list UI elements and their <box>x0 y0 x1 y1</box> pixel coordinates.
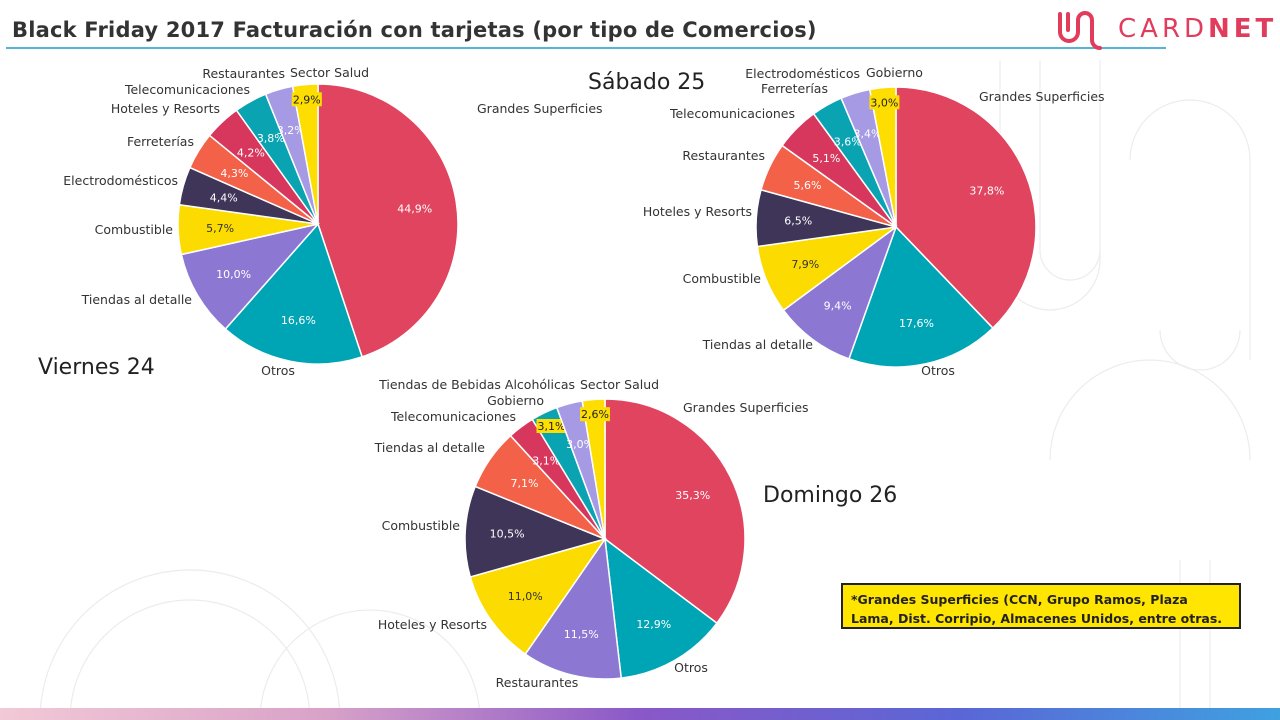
category-label: Hoteles y Resorts <box>378 617 487 632</box>
pie-slice <box>782 224 898 360</box>
data-label: 3,2% <box>277 124 305 137</box>
data-label: 3,0% <box>870 96 898 109</box>
category-label: Sector Salud <box>290 65 369 80</box>
chart-title-viernes: Viernes 24 <box>38 355 155 380</box>
data-label: 6,5% <box>784 215 812 228</box>
category-label: Electrodomésticos <box>63 173 178 188</box>
logo-text-bold: NET <box>1208 14 1278 44</box>
data-label: 17,6% <box>899 317 934 330</box>
category-label: Otros <box>921 363 955 378</box>
category-label: Tiendas de Bebidas Alcohólicas <box>378 377 575 392</box>
data-label-box <box>536 419 567 433</box>
category-label: Telecomunicaciones <box>390 409 516 424</box>
category-label: Combustible <box>683 271 762 286</box>
pie-slice <box>604 537 718 679</box>
category-label: Restaurantes <box>202 66 285 81</box>
data-label: 3,1% <box>532 455 560 468</box>
bottom-gradient-bar <box>0 708 1280 720</box>
pie-slice <box>868 86 897 228</box>
data-label: 3,0% <box>566 438 594 451</box>
data-label: 3,8% <box>257 132 285 145</box>
category-label: Ferreterías <box>127 134 194 149</box>
data-label: 44,9% <box>397 202 432 215</box>
data-label-box <box>869 95 900 110</box>
pie-slice <box>581 398 606 540</box>
data-label: 5,6% <box>794 179 822 192</box>
category-label: Grandes Superficies <box>683 400 809 415</box>
category-label: Ferreterías <box>761 81 828 96</box>
category-label: Tiendas al detalle <box>702 337 814 352</box>
pie-slice <box>847 225 994 368</box>
category-label: Hoteles y Resorts <box>111 101 220 116</box>
logo-text: CARDNET <box>1118 14 1277 44</box>
data-label-box <box>580 407 610 422</box>
data-label: 4,3% <box>220 167 248 180</box>
data-label: 3,4% <box>854 127 882 140</box>
data-label: 7,1% <box>511 477 539 490</box>
pie-slice <box>180 222 321 331</box>
category-label: Sector Salud <box>580 377 659 392</box>
page-title: Black Friday 2017 Facturación con tarjet… <box>12 18 817 42</box>
category-label: Restaurantes <box>496 675 579 690</box>
data-label: 10,0% <box>216 268 251 281</box>
logo-text-light: CARD <box>1118 14 1209 44</box>
category-label: Tiendas al detalle <box>374 440 486 455</box>
footnote-box: *Grandes Superficies (CCN, Grupo Ramos, … <box>841 583 1241 629</box>
data-label: 11,0% <box>508 590 543 603</box>
category-label: Electrodomésticos <box>745 66 860 81</box>
data-label: 35,3% <box>675 489 710 502</box>
data-label: 7,9% <box>791 258 819 271</box>
data-label: 3,6% <box>834 136 862 149</box>
pie-slice <box>524 536 623 680</box>
category-label: Telecomunicaciones <box>124 82 250 97</box>
category-label: Tiendas al detalle <box>81 292 193 307</box>
category-label: Otros <box>674 660 708 675</box>
category-label: Combustible <box>95 222 174 237</box>
data-label: 10,5% <box>490 528 525 541</box>
category-label: Grandes Superficies <box>979 89 1105 104</box>
data-label: 2,6% <box>581 408 609 421</box>
category-label: Combustible <box>382 518 461 533</box>
pie-slice <box>464 485 608 578</box>
data-label: 37,8% <box>969 185 1004 198</box>
data-label: 5,7% <box>206 222 234 235</box>
data-label: 16,6% <box>281 314 316 327</box>
data-label-box <box>291 92 322 107</box>
category-label: Gobierno <box>866 65 923 80</box>
pie-slice <box>224 222 364 365</box>
category-label: Hoteles y Resorts <box>643 204 752 219</box>
data-label: 11,5% <box>564 628 599 641</box>
data-label: 3,1% <box>538 420 566 433</box>
chart-title-domingo: Domingo 26 <box>763 483 898 508</box>
cardnet-logo <box>1058 11 1102 50</box>
data-label: 9,4% <box>824 300 852 313</box>
pie-slice <box>317 83 459 358</box>
category-label: Otros <box>261 363 295 378</box>
pie-slice <box>604 398 746 625</box>
category-label: Restaurantes <box>682 148 765 163</box>
pie-chart-2: 35,3% Grandes Superficies 12,9% Otros 11,5% R… <box>374 377 809 690</box>
chart-title-sabado: Sábado 25 <box>588 70 706 95</box>
pie-slice <box>895 86 1037 330</box>
data-label: 4,4% <box>210 191 238 204</box>
category-label: Grandes Superficies <box>477 101 603 116</box>
category-label: Telecomunicaciones <box>669 106 795 121</box>
title-underline <box>6 47 1166 49</box>
category-label: Gobierno <box>487 393 544 408</box>
pie-chart-0: 44,9% Grandes Superficies 16,6% Otros 10,0% T… <box>63 65 602 378</box>
data-label: 12,9% <box>636 618 671 631</box>
data-label: 2,9% <box>293 93 321 106</box>
data-label: 5,1% <box>812 152 840 165</box>
pie-chart-1: 37,8% Grandes Superficies 17,6% Otros 9,4% Ti… <box>643 65 1105 378</box>
data-label: 4,2% <box>237 147 265 160</box>
pie-slice <box>291 83 319 225</box>
